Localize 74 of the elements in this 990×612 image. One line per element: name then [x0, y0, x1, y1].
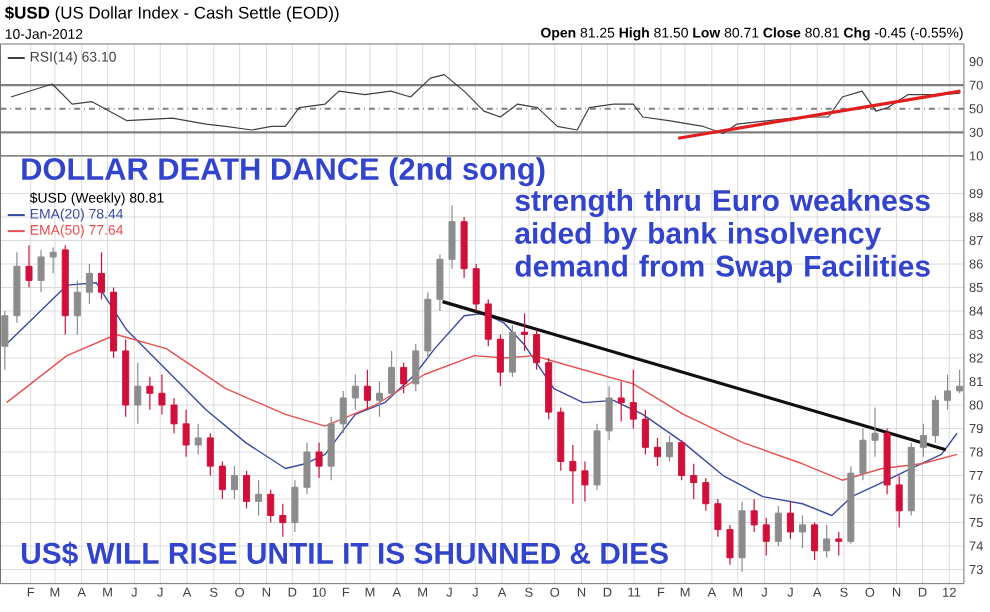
candlestick	[496, 334, 504, 388]
candlestick	[400, 362, 408, 395]
candlestick	[714, 498, 722, 538]
candlestick	[436, 254, 444, 312]
candlestick	[460, 216, 468, 279]
candlestick	[653, 437, 661, 467]
candlestick	[97, 251, 106, 301]
candlestick	[750, 498, 758, 533]
candlestick	[25, 244, 33, 289]
candlestick	[182, 409, 190, 458]
candlestick	[267, 489, 275, 524]
candlestick	[956, 369, 964, 395]
candlestick	[291, 479, 299, 533]
candlestick	[363, 369, 371, 411]
candlestick	[786, 500, 794, 540]
annotation: US$ WILL RISE UNTIL IT IS SHUNNED & DIES	[21, 541, 668, 567]
candlestick	[823, 524, 831, 559]
candlestick	[617, 381, 625, 423]
candlestick	[811, 522, 819, 561]
candlestick	[798, 515, 807, 550]
candlestick	[351, 374, 359, 411]
candlestick	[835, 531, 843, 557]
candlestick	[678, 439, 686, 482]
candlestick	[279, 503, 287, 538]
candlestick	[508, 324, 516, 378]
candlestick	[146, 376, 154, 411]
candlestick	[448, 204, 456, 270]
candlestick	[484, 298, 492, 348]
candlestick	[702, 477, 710, 512]
candlestick	[605, 385, 613, 442]
candlestick	[738, 500, 746, 573]
candlestick	[412, 343, 420, 392]
candlestick	[871, 406, 879, 458]
candlestick	[944, 374, 952, 411]
candlestick	[255, 479, 263, 517]
candlestick	[666, 435, 674, 463]
candlestick	[158, 374, 166, 416]
candlestick	[641, 409, 649, 456]
candlestick	[327, 416, 335, 482]
candlestick	[85, 263, 93, 305]
line-series	[5, 334, 958, 482]
candlestick	[533, 329, 541, 371]
candlestick	[774, 505, 782, 547]
candlestick	[690, 463, 698, 500]
candlestick	[762, 517, 770, 557]
candlestick	[521, 312, 529, 352]
candlestick	[375, 381, 384, 418]
candlestick	[218, 461, 226, 500]
candlestick	[37, 249, 45, 293]
candlestick	[73, 280, 81, 336]
candlestick	[194, 423, 202, 456]
candlestick	[49, 247, 57, 275]
candlestick	[315, 442, 323, 479]
candlestick	[569, 444, 577, 505]
candlestick	[472, 263, 480, 312]
candlestick	[134, 362, 142, 425]
annotation: DOLLAR DEATH DANCE (2nd song)	[22, 157, 545, 187]
candlestick	[629, 369, 637, 430]
candlestick	[230, 465, 238, 500]
candlestick	[859, 428, 867, 482]
annotation: strength thru Euro weakness aided by bank insolvency demand from Swap Facilities	[515, 189, 930, 283]
candlestick	[388, 350, 396, 399]
candlestick	[581, 461, 589, 503]
candlestick	[206, 432, 214, 477]
candlestick	[339, 390, 347, 435]
candlestick	[726, 524, 734, 566]
candlestick	[895, 475, 903, 529]
candlestick	[919, 423, 927, 458]
candlestick	[243, 470, 251, 510]
candlestick	[931, 395, 939, 444]
line-series	[10, 74, 961, 135]
chart-title: $USD (US Dollar Index - Cash Settle (EOD))	[4, 6, 339, 23]
candlestick	[170, 397, 178, 435]
candlestick	[303, 442, 311, 496]
